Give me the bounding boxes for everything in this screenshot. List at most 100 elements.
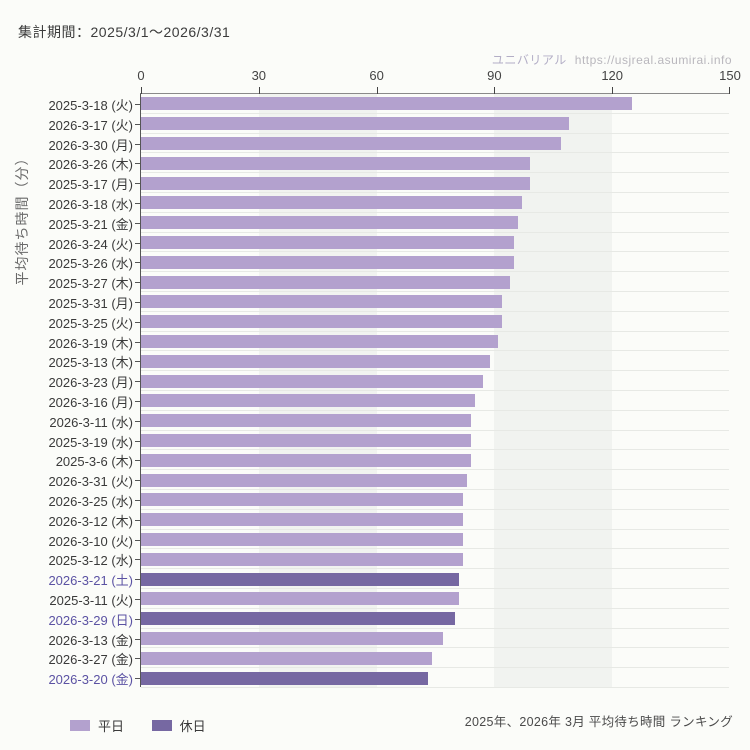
date-label: 2026-3-10 (火) (48, 533, 133, 549)
row-gridline (141, 589, 729, 609)
x-axis-tick (729, 87, 730, 94)
bar-2026-3-19 (木) (141, 335, 499, 348)
date-label: 2025-3-19 (水) (48, 434, 133, 450)
legend-item-holiday: 休日 (151, 716, 206, 735)
row-gridline (141, 292, 729, 312)
date-label: 2025-3-18 (火) (48, 97, 133, 113)
y-axis-tick (135, 598, 141, 600)
bar-2026-3-20 (金) (141, 671, 428, 685)
weekday-swatch (70, 720, 90, 731)
y-axis-tick (135, 579, 141, 581)
y-axis-tick (135, 499, 141, 501)
date-label: 2025-3-27 (木) (48, 276, 133, 292)
date-label: 2026-3-26 (木) (48, 157, 133, 173)
bar-2025-3-17 (月) (141, 176, 530, 190)
bar-2025-3-11 (火) (141, 592, 460, 606)
date-label: 2025-3-31 (月) (48, 295, 133, 311)
bar-2025-3-13 (木) (141, 354, 491, 368)
bar-2026-3-11 (水) (141, 414, 471, 428)
row-gridline (141, 351, 729, 372)
bar-2025-3-27 (木) (141, 275, 511, 289)
row-gridline (141, 530, 729, 550)
y-axis-tick (135, 559, 141, 561)
legend-holiday-label: 休日 (179, 719, 206, 734)
bar-2026-3-16 (月) (141, 394, 475, 408)
row-gridline (141, 450, 729, 471)
bar-2026-3-23 (月) (141, 374, 483, 388)
legend-weekday-label: 平日 (98, 719, 125, 734)
y-axis-tick (135, 638, 141, 640)
bar-2026-3-29 (日) (141, 612, 456, 626)
bar-2025-3-18 (火) (141, 97, 632, 111)
date-label: 2025-3-26 (水) (48, 256, 133, 272)
row-gridline (141, 470, 729, 490)
row-gridline (141, 391, 729, 411)
bar-2025-3-19 (水) (141, 434, 471, 447)
bar-2025-3-26 (水) (141, 255, 515, 269)
legend-item-weekday: 平日 (70, 716, 124, 735)
x-axis-tick-label: 90 (487, 68, 502, 83)
y-axis-tick (135, 400, 141, 402)
row-gridline (141, 411, 729, 431)
date-label: 2025-3-6 (木) (55, 454, 133, 470)
date-label: 2026-3-11 (水) (49, 414, 133, 430)
bar-2026-3-26 (木) (141, 156, 530, 170)
y-axis-tick (135, 242, 141, 244)
bar-2026-3-12 (木) (141, 513, 463, 527)
date-label: 2026-3-25 (水) (48, 493, 133, 509)
y-axis-tick (135, 103, 141, 105)
y-axis-tick (135, 341, 141, 343)
date-label: 2025-3-12 (水) (48, 553, 133, 569)
x-axis-tick-label: 150 (719, 68, 741, 83)
row-gridline (141, 549, 729, 570)
row-gridline (141, 193, 729, 213)
date-label: 2025-3-13 (木) (48, 355, 133, 371)
y-axis-tick (135, 321, 141, 323)
chart-caption: 2025年、2026年 3月 平均待ち時間 ランキング (464, 715, 733, 729)
row-gridline (141, 272, 729, 292)
y-axis-tick (135, 361, 141, 363)
date-label: 2025-3-21 (金) (48, 216, 133, 232)
x-axis-tick (376, 87, 378, 94)
y-axis-tick (135, 480, 141, 482)
date-label: 2026-3-30 (月) (48, 137, 133, 153)
date-label: 2026-3-12 (木) (48, 513, 133, 529)
date-label: 2026-3-18 (水) (48, 196, 133, 212)
date-label: 2026-3-19 (木) (48, 335, 133, 351)
y-axis-tick (135, 143, 141, 145)
date-label: 2026-3-23 (月) (48, 375, 133, 391)
bar-2026-3-10 (火) (141, 533, 463, 546)
y-axis-tick (135, 519, 141, 521)
row-gridline (141, 609, 729, 629)
x-axis-tick-label: 60 (369, 68, 384, 83)
date-label: 2026-3-29 (日) (48, 612, 133, 628)
x-axis-tick-label: 30 (251, 68, 267, 83)
row-gridline (141, 233, 729, 253)
row-gridline (141, 173, 729, 193)
row-gridline (141, 629, 729, 649)
row-gridline (141, 153, 729, 174)
date-label: 2026-3-27 (金) (48, 652, 133, 668)
bar-2025-3-31 (月) (141, 295, 503, 309)
bar-2025-3-6 (木) (141, 453, 471, 467)
row-gridline (141, 312, 729, 332)
bar-2026-3-18 (水) (141, 196, 522, 210)
x-axis-tick (141, 87, 142, 94)
date-label: 2025-3-11 (火) (49, 592, 133, 608)
date-label: 2026-3-17 (火) (48, 117, 133, 133)
y-axis-tick (135, 618, 141, 620)
date-label: 2026-3-24 (火) (48, 236, 133, 252)
row-gridline (141, 648, 729, 669)
bar-2026-3-25 (水) (141, 493, 463, 507)
report-period-label: 集計期間：2025/3/1〜2026/3/31 (18, 24, 231, 40)
y-axis-tick (135, 202, 141, 204)
date-label: 2026-3-13 (金) (48, 632, 133, 648)
bar-2026-3-30 (月) (141, 137, 562, 150)
row-gridline (141, 490, 729, 510)
y-axis-tick (135, 163, 141, 165)
legend: 平日 休日 (70, 716, 230, 735)
watermark-brand: ユニバリアル (491, 53, 567, 67)
bar-2025-3-21 (金) (141, 216, 518, 230)
row-gridline (141, 213, 729, 233)
y-axis-tick (135, 539, 141, 541)
